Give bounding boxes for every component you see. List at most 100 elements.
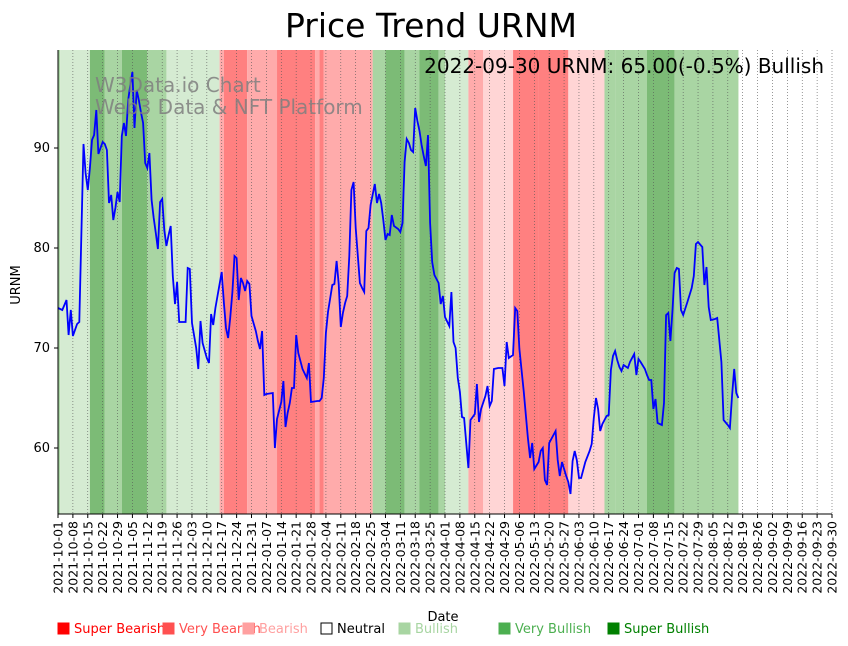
legend-swatch: [162, 622, 175, 635]
x-tick-label: 2022-09-16: [795, 521, 810, 594]
sentiment-band-very_bearish: [223, 50, 248, 514]
status-annotation: 2022-09-30 URNM: 65.00(-0.5%) Bullish: [424, 54, 824, 78]
y-axis-label: URNM: [9, 265, 24, 305]
sentiment-band-neutral_green: [60, 50, 90, 514]
sentiment-bands: [58, 50, 739, 514]
sentiment-band-bullish: [604, 50, 616, 514]
y-tick-label: 70: [33, 341, 50, 356]
legend-swatch: [320, 622, 333, 635]
sentiment-band-very_bearish: [319, 50, 324, 514]
sentiment-band-bullish: [147, 50, 167, 514]
watermark-line-1: W3Data.io Chart: [95, 73, 261, 97]
x-tick-label: 2021-10-01: [51, 521, 66, 594]
x-tick-label: 2022-04-08: [452, 521, 467, 594]
x-tick-label: 2021-11-05: [125, 521, 140, 594]
x-tick-label: 2021-11-19: [155, 521, 170, 594]
sentiment-band-very_bullish: [385, 50, 405, 514]
x-tick-label: 2022-08-12: [720, 521, 735, 594]
legend-swatch: [607, 622, 620, 635]
x-tick-label: 2022-08-19: [735, 521, 750, 594]
sentiment-band-very_bullish: [647, 50, 675, 514]
x-tick-label: 2022-08-05: [705, 521, 720, 594]
x-tick-label: 2022-01-14: [274, 521, 289, 594]
x-tick-label: 2021-12-17: [214, 521, 229, 594]
x-tick-label: 2022-04-29: [497, 521, 512, 594]
vertical-gridlines: [57, 50, 833, 514]
x-tick-label: 2022-03-25: [423, 521, 438, 594]
x-tick-label: 2022-02-11: [333, 521, 348, 594]
sentiment-band-bullish: [372, 50, 386, 514]
x-tick-label: 2022-05-20: [542, 521, 557, 594]
x-tick-label: 2022-06-17: [601, 521, 616, 594]
chart-title: Price Trend URNM: [285, 6, 577, 45]
y-tick-label: 80: [33, 241, 50, 256]
sentiment-band-bearish_light: [568, 50, 605, 514]
x-tick-label: 2022-06-24: [616, 521, 631, 594]
sentiment-band-neutral_green: [166, 50, 220, 514]
x-tick-label: 2021-12-24: [229, 521, 244, 594]
x-tick-label: 2022-03-04: [378, 521, 393, 594]
x-tick-label: 2021-10-08: [65, 521, 80, 594]
legend-label: Bearish: [259, 622, 308, 637]
x-tick-label: 2022-07-08: [646, 521, 661, 594]
x-tick-label: 2022-01-28: [304, 521, 319, 594]
sentiment-band-bearish_light: [483, 50, 514, 514]
x-tick-label: 2022-02-18: [348, 521, 363, 594]
sentiment-band-very_bullish: [419, 50, 439, 514]
x-tick-label: 2022-03-11: [393, 521, 408, 594]
x-tick-label: 2022-05-13: [527, 521, 542, 594]
x-tick-label: 2022-09-23: [810, 521, 825, 594]
x-tick-label: 2022-06-03: [571, 521, 586, 594]
x-tick-label: 2022-02-25: [363, 521, 378, 594]
sentiment-band-bullish: [404, 50, 420, 514]
x-tick-label: 2021-10-29: [110, 521, 125, 594]
x-tick-label: 2022-01-07: [259, 521, 274, 594]
x-tick-label: 2022-09-09: [780, 521, 795, 594]
x-tick-label: 2022-07-15: [661, 521, 676, 594]
x-tick-label: 2022-04-15: [467, 521, 482, 594]
legend-label: Very Bullish: [515, 622, 591, 637]
x-tick-label: 2022-09-02: [765, 521, 780, 594]
x-tick-label: 2022-01-21: [289, 521, 304, 594]
y-tick-label: 90: [33, 141, 50, 156]
x-tick-label: 2021-11-12: [140, 521, 155, 594]
sentiment-band-bearish: [247, 50, 278, 514]
x-tick-label: 2022-08-26: [750, 521, 765, 594]
legend-swatch: [398, 622, 411, 635]
sentiment-band-bearish: [315, 50, 320, 514]
legend-swatch: [498, 622, 511, 635]
x-tick-label: 2022-07-29: [691, 521, 706, 594]
x-tick-label: 2021-12-31: [244, 521, 259, 594]
x-tick-label: 2022-09-30: [825, 521, 840, 594]
legend-label: Neutral: [337, 622, 385, 637]
x-tick-label: 2022-03-18: [408, 521, 423, 594]
x-tick-label: 2021-10-22: [95, 521, 110, 594]
sentiment-band-very_bearish: [513, 50, 539, 514]
legend-label: Very Bearish: [179, 622, 261, 637]
x-tick-label: 2022-06-10: [586, 521, 601, 594]
x-tick-label: 2022-07-01: [631, 521, 646, 594]
legend-swatch: [57, 622, 70, 635]
x-tick-label: 2021-12-10: [199, 521, 214, 594]
legend-label: Super Bearish: [74, 622, 165, 637]
sentiment-band-bullish: [104, 50, 122, 514]
sentiment-band-bearish: [468, 50, 484, 514]
x-tick-label: 2022-04-01: [438, 521, 453, 594]
x-tick-label: 2022-04-22: [482, 521, 497, 594]
x-tick-label: 2021-10-15: [80, 521, 95, 594]
legend-label: Super Bullish: [624, 622, 709, 637]
x-tick-label: 2022-07-22: [676, 521, 691, 594]
legend-swatch: [242, 622, 255, 635]
y-tick-label: 60: [33, 441, 50, 456]
watermark-line-2: Web3 Data & NFT Platform: [95, 95, 363, 119]
x-tick-label: 2022-05-27: [557, 521, 572, 594]
sentiment-band-bullish: [58, 50, 61, 514]
x-axis-label: Date: [427, 610, 458, 625]
sentiment-band-bullish: [615, 50, 648, 514]
sentiment-band-neutral_green: [445, 50, 469, 514]
sentiment-band-bullish: [438, 50, 445, 514]
sentiment-band-very_bullish: [89, 50, 105, 514]
